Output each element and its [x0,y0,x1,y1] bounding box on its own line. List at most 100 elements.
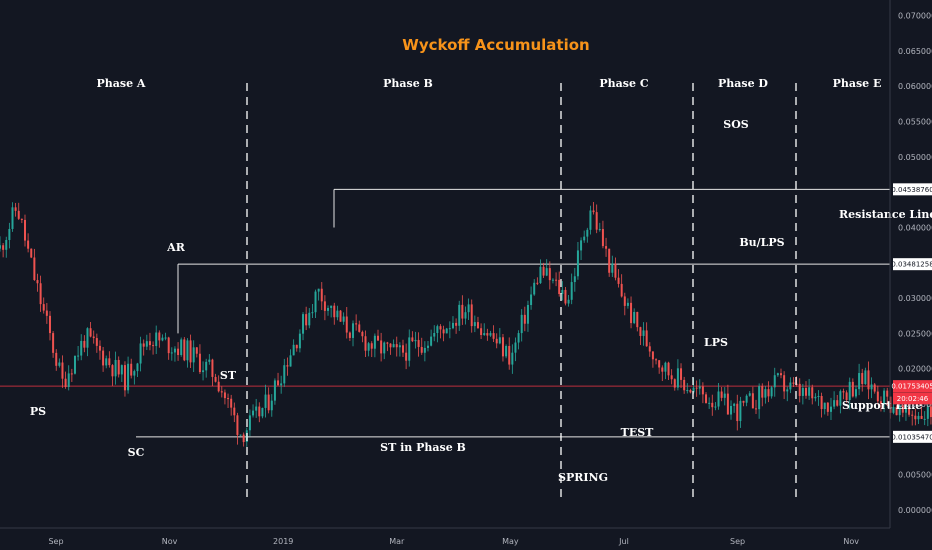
candle-body-8 [23,219,26,241]
candle-body-206 [642,330,645,336]
x-tick-label-3: Mar [389,537,405,546]
annotation-test: TEST [621,426,655,439]
candle-body-224 [698,386,701,389]
candle-body-161 [501,337,504,357]
candle-body-167 [520,314,523,334]
candle-body-223 [695,387,698,389]
candle-body-157 [489,333,492,336]
candle-body-203 [633,311,636,324]
candle-body-101 [314,291,317,313]
candle-body-292 [911,414,914,416]
candle-body-262 [817,395,820,397]
candle-body-191 [595,212,598,230]
candle-body-83 [258,406,261,417]
candle-body-271 [845,392,848,400]
candle-body-207 [645,330,648,347]
candle-body-210 [655,359,658,361]
candle-body-103 [320,288,323,302]
candle-body-45 [139,343,142,364]
candle-body-184 [573,276,576,283]
price-tag-box-2 [893,380,932,393]
candle-body-32 [98,345,101,351]
candle-body-243 [758,386,761,410]
candle-body-280 [873,384,876,392]
candle-body-12 [36,280,39,284]
candle-body-220 [686,390,689,392]
candle-body-187 [583,236,586,241]
candle-body-239 [745,395,748,403]
candle-body-40 [123,365,126,391]
candle-body-13 [39,283,42,305]
candle-body-144 [448,328,451,330]
candle-body-151 [470,304,473,327]
price-tag-label-3: 20:02:46 [897,395,929,403]
candle-body-6 [17,210,20,219]
candle-body-135 [420,346,423,353]
candle-body-215 [670,375,673,380]
candle-body-108 [336,310,339,318]
candle-body-23 [70,373,73,375]
candle-body-287 [895,407,898,416]
candle-body-60 [186,340,189,361]
candle-body-186 [580,240,583,251]
candle-body-127 [395,344,398,348]
candle-body-221 [689,390,692,393]
y-tick-label-11: 0.07000000 [898,12,932,21]
y-tick-label-0: 0.00000000 [898,506,932,515]
annotation-bu-lps: Bu/LPS [739,236,784,249]
candle-body-247 [770,387,773,397]
candle-body-266 [829,406,832,412]
candle-body-3 [8,228,11,241]
candle-body-156 [486,333,489,336]
candle-body-70 [217,381,220,392]
candle-body-56 [173,348,176,353]
annotation-lps: LPS [704,336,728,349]
candle-body-169 [526,305,529,324]
candle-body-92 [286,365,289,367]
y-tick-label-9: 0.06000000 [898,82,932,91]
candle-body-16 [48,315,51,334]
candle-body-268 [836,400,839,406]
candle-body-139 [433,333,436,337]
candle-body-258 [804,387,807,396]
candle-body-269 [839,391,842,406]
candle-body-279 [870,384,873,390]
candle-body-249 [776,373,779,376]
x-tick-label-5: Jul [618,537,629,546]
candle-body-121 [377,335,380,341]
candle-body-105 [327,307,330,311]
candle-body-232 [723,393,726,398]
candle-body-96 [298,333,301,349]
candle-body-252 [786,389,789,392]
candle-body-147 [458,304,461,326]
candle-body-82 [255,406,258,411]
candle-body-205 [639,327,642,336]
candle-body-240 [748,393,751,396]
candle-body-74 [230,398,233,408]
candle-body-48 [148,341,151,346]
candle-body-91 [283,365,286,384]
candle-body-235 [733,403,736,406]
candle-body-81 [252,410,255,416]
candle-body-33 [102,350,105,366]
candle-body-168 [523,314,526,324]
candle-body-22 [67,373,70,388]
candle-body-71 [220,391,223,393]
candle-body-288 [898,405,901,416]
x-tick-label-1: Nov [162,537,178,546]
annotation-ps: PS [30,405,46,418]
candle-body-256 [798,383,801,396]
candle-body-192 [598,229,601,231]
candle-body-78 [242,434,245,443]
candle-body-229 [714,406,717,408]
annotation-resistance-lines: Resistance Lines [839,208,932,221]
candle-body-10 [30,248,33,258]
candle-body-107 [333,305,336,318]
candle-body-273 [851,381,854,397]
candle-body-158 [492,333,495,339]
candle-body-53 [164,337,167,339]
candle-body-72 [223,392,226,399]
time-axis: SepNov2019MarMayJulSepNov2020MarMayJulSe… [0,527,890,546]
price-tag-label-0: 0.04538760 [891,186,932,194]
candle-body-190 [592,210,595,213]
